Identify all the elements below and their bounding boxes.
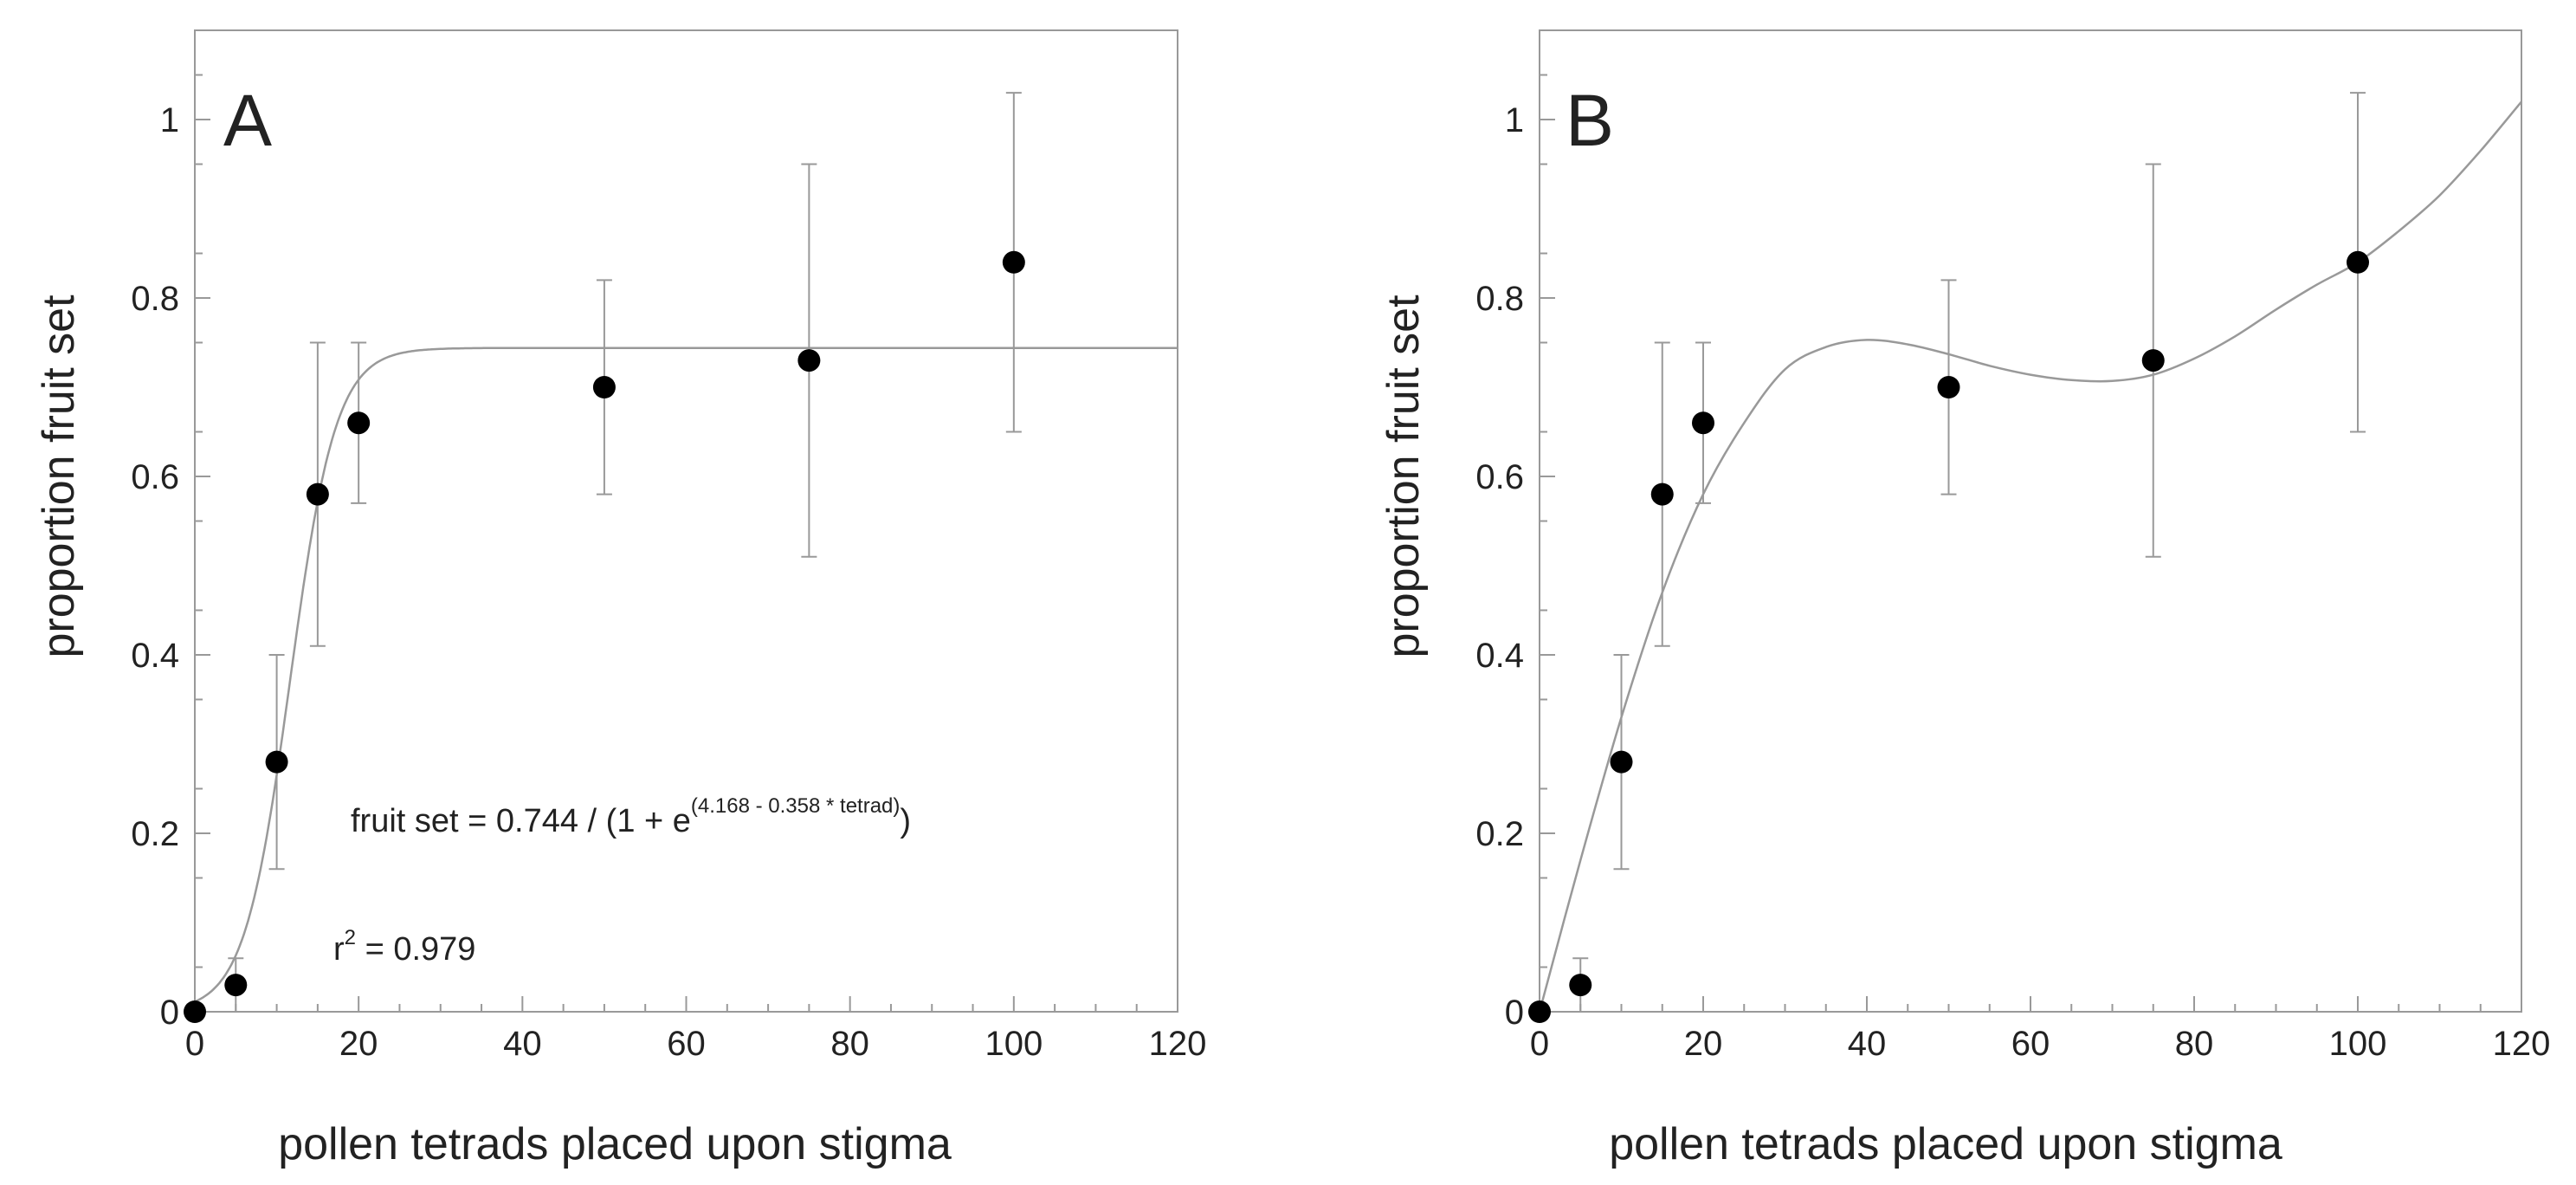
equation-suffix: ) bbox=[900, 803, 911, 839]
y-tick-label: 0.6 bbox=[131, 458, 179, 496]
fit-curve bbox=[1538, 100, 2522, 1013]
x-tick-label: 100 bbox=[985, 1025, 1043, 1063]
x-tick-label: 120 bbox=[2493, 1025, 2551, 1063]
x-tick-label: 60 bbox=[667, 1025, 706, 1063]
data-point bbox=[224, 974, 248, 997]
y-tick-label: 0.4 bbox=[1475, 637, 1524, 675]
r2-sup: 2 bbox=[345, 926, 356, 949]
equation-prefix: fruit set = 0.744 / (1 + e bbox=[351, 803, 691, 839]
y-tick-label: 0.2 bbox=[131, 815, 179, 853]
data-point bbox=[347, 411, 371, 435]
x-tick-label: 40 bbox=[1848, 1025, 1887, 1063]
panel-letter: B bbox=[1566, 80, 1614, 161]
data-point bbox=[592, 376, 616, 398]
y-tick-label: 0 bbox=[160, 994, 179, 1032]
panel-b: B proportion fruit set pollen tetrads pl… bbox=[1378, 29, 2551, 1169]
y-tick-label: 1 bbox=[160, 101, 179, 139]
x-axis-label: pollen tetrads placed upon stigma bbox=[1609, 1119, 2282, 1169]
x-tick-label: 20 bbox=[339, 1025, 378, 1063]
data-point bbox=[265, 750, 288, 774]
data-point bbox=[1650, 482, 1674, 506]
x-axis-label: pollen tetrads placed upon stigma bbox=[278, 1119, 952, 1169]
data-point bbox=[1002, 250, 1025, 274]
fit-equation: fruit set = 0.744 / (1 + e(4.168 - 0.358… bbox=[351, 794, 911, 839]
x-tick-label: 80 bbox=[2175, 1025, 2214, 1063]
panel-a: A proportion fruit set pollen tetrads pl… bbox=[34, 29, 1207, 1169]
x-tick-label: 0 bbox=[185, 1025, 204, 1063]
data-point bbox=[1610, 750, 1633, 774]
r-squared: r2 = 0.979 bbox=[333, 926, 475, 968]
y-tick-label: 0 bbox=[1505, 994, 1524, 1032]
data-point bbox=[1937, 376, 1960, 398]
x-tick-label: 120 bbox=[1149, 1025, 1207, 1063]
data-point bbox=[2141, 349, 2165, 372]
y-tick-label: 0.8 bbox=[131, 280, 179, 318]
x-tick-label: 0 bbox=[1530, 1025, 1549, 1063]
data-point bbox=[1569, 974, 1592, 997]
data-point bbox=[2347, 250, 2369, 274]
fit-curve bbox=[194, 346, 1178, 1003]
data-point bbox=[797, 349, 821, 372]
plot-frame bbox=[1539, 29, 2522, 1013]
x-tick-label: 20 bbox=[1684, 1025, 1723, 1063]
panel-letter: A bbox=[223, 80, 272, 161]
data-point bbox=[1528, 1000, 1551, 1023]
y-axis-label: proportion fruit set bbox=[1378, 295, 1429, 658]
y-tick-label: 0.8 bbox=[1475, 280, 1524, 318]
plot-frame bbox=[194, 29, 1178, 1013]
x-tick-label: 60 bbox=[2011, 1025, 2050, 1063]
x-tick-label: 100 bbox=[2329, 1025, 2387, 1063]
x-tick-label: 40 bbox=[503, 1025, 542, 1063]
y-tick-label: 0.6 bbox=[1475, 458, 1524, 496]
x-tick-label: 80 bbox=[830, 1025, 869, 1063]
y-tick-label: 1 bbox=[1505, 101, 1524, 139]
y-axis-label: proportion fruit set bbox=[34, 295, 84, 658]
r2-value: = 0.979 bbox=[356, 931, 475, 968]
r2-prefix: r bbox=[333, 931, 345, 968]
y-tick-label: 0.2 bbox=[1475, 815, 1524, 853]
data-point bbox=[1692, 411, 1714, 435]
data-point bbox=[184, 1000, 206, 1023]
equation-exponent: (4.168 - 0.358 * tetrad) bbox=[691, 794, 900, 818]
data-point bbox=[306, 482, 329, 506]
y-tick-label: 0.4 bbox=[131, 637, 179, 675]
